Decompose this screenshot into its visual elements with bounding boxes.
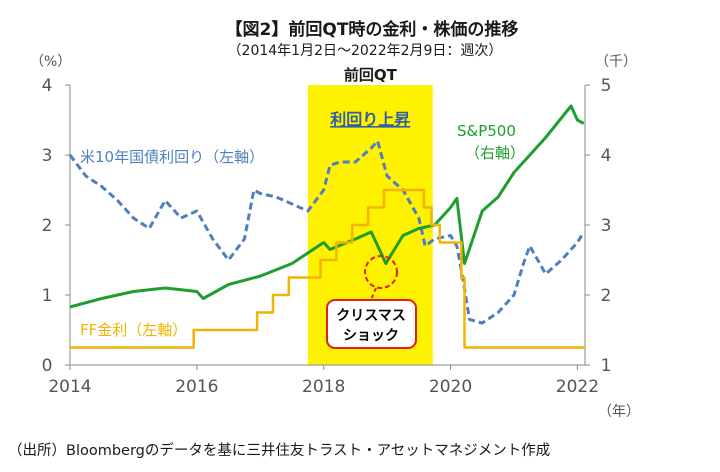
x-tick-label: 2022 [556, 377, 599, 397]
christmas-shock-bubble [326, 299, 417, 349]
right-tick-label: 5 [601, 76, 612, 96]
sp500-series-line [69, 104, 585, 309]
left-tick-label: 3 [42, 146, 53, 166]
christmas-shock-line2: ショック [343, 328, 399, 344]
right-tick-label: 4 [601, 146, 612, 166]
christmas-shock-pointer [370, 287, 377, 301]
qt-period-label: 前回QT [344, 66, 398, 84]
left-tick-label: 2 [42, 216, 53, 236]
christmas-shock-circle [364, 255, 398, 289]
right-tick-label: 2 [601, 286, 612, 306]
ff-rate-label: FF金利（左軸） [80, 321, 187, 339]
left-tick-label: 0 [42, 356, 53, 376]
left-tick-label: 1 [42, 286, 53, 306]
sp500-label: S&P500 [457, 122, 516, 140]
chart-subtitle: （2014年1月2日～2022年2月9日：週次） [228, 43, 503, 59]
left-tick-label: 4 [42, 76, 53, 96]
christmas-shock-line1: クリスマス [336, 308, 406, 324]
us10y-label: 米10年国債利回り（左軸） [80, 148, 264, 166]
left-axis-unit: （%） [30, 54, 71, 70]
right-tick-label: 1 [601, 356, 612, 376]
source-note: （出所）Bloombergのデータを基に三井住友トラスト・アセットマネジメント作… [8, 441, 550, 459]
yield-rise-label: 利回り上昇 [330, 110, 410, 129]
series-layer [68, 104, 586, 349]
right-tick-label: 3 [601, 216, 612, 236]
x-axis-unit: （年） [598, 404, 640, 420]
x-tick-label: 2016 [175, 377, 218, 397]
chart-title: 【図2】前回QT時の金利・株価の推移 [226, 19, 519, 40]
axes: 0 1 2 3 4 1 2 3 4 5 2014 2016 2018 2020 2022 （%） （千） （年） [30, 54, 640, 420]
us10y-series-line [68, 139, 586, 325]
ff-rate-series-line [70, 188, 585, 349]
sp500-axis-label: （右軸） [465, 144, 525, 162]
x-tick-label: 2018 [302, 377, 345, 397]
x-tick-label: 2014 [48, 377, 91, 397]
right-axis-unit: （千） [595, 54, 637, 70]
x-tick-label: 2020 [429, 377, 472, 397]
